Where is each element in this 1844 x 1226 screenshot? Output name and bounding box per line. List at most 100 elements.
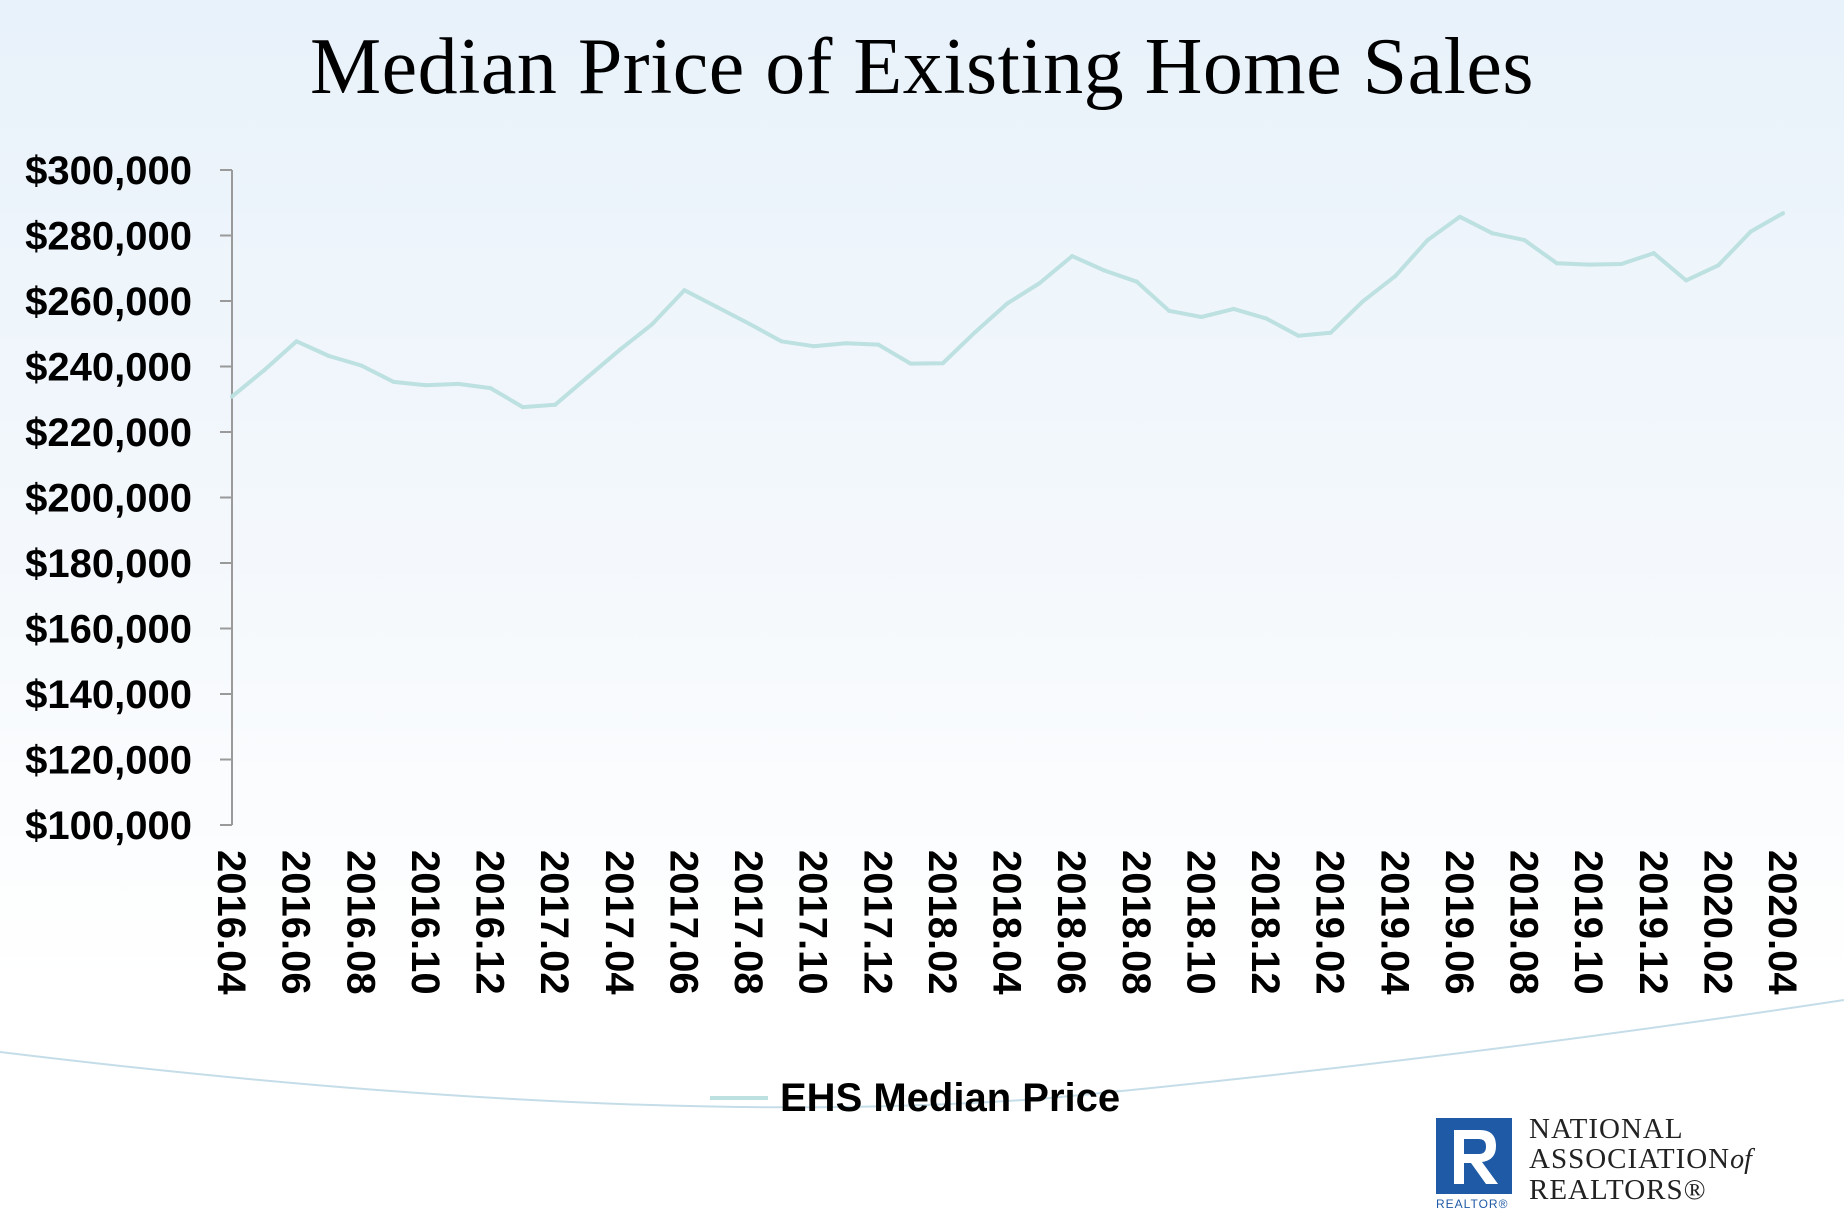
data-point [1587,262,1592,267]
logo-line-2: ASSOCIATIONof [1529,1144,1752,1175]
data-point [779,339,784,344]
data-point [1684,278,1689,283]
x-axis-ticks: 2016.04 2016.06 2016.08 2016.10 2016.12 2017.… [209,850,1804,995]
data-point [294,339,299,344]
y-tick-label: $260,000 [25,280,192,324]
y-tick-label: $180,000 [25,542,192,586]
data-point [876,342,881,347]
data-point [973,330,978,335]
x-tick-label: 2018.06 [1049,850,1093,995]
data-point [1457,214,1462,219]
data-point [553,402,558,407]
x-tick-label: 2018.12 [1243,850,1287,995]
data-point [940,361,945,366]
data-point [1619,261,1624,266]
data-point [1554,261,1559,266]
data-point [747,321,751,326]
data-point [1037,280,1042,285]
data-point [520,405,525,410]
data-point [1781,211,1785,216]
y-tick-label: $280,000 [25,215,192,259]
data-point [1328,330,1333,335]
x-tick-label: 2019.02 [1308,850,1352,995]
x-tick-label: 2017.12 [855,850,899,995]
data-point [585,375,590,380]
background-swoosh [0,999,1844,1109]
data-point [262,368,267,373]
data-point [1231,306,1236,311]
x-tick-label: 2019.12 [1631,850,1675,995]
x-tick-label: 2020.02 [1695,850,1739,995]
x-tick-label: 2019.04 [1372,850,1416,995]
data-point [1264,316,1268,321]
x-tick-label: 2017.02 [532,850,576,995]
data-point [617,347,622,352]
y-tick-label: $120,000 [25,739,192,783]
data-point [650,322,655,327]
y-tick-label: $100,000 [25,804,192,848]
x-tick-label: 2016.04 [209,850,253,995]
legend-swatch [710,1096,768,1100]
x-tick-label: 2016.06 [274,850,318,995]
x-tick-label: 2019.08 [1502,850,1546,995]
y-tick-label: $140,000 [25,673,192,717]
x-tick-label: 2019.10 [1566,850,1610,995]
data-point [1393,274,1398,279]
data-point [1522,238,1527,243]
logo-line-2-text: ASSOCIATION [1529,1143,1731,1175]
series-lines [230,211,1785,410]
data-point [1716,263,1721,268]
x-tick-label: 2017.08 [726,850,770,995]
y-tick-label: $200,000 [25,477,192,521]
data-point [1199,315,1204,320]
data-point [230,394,234,399]
data-point [1748,229,1753,234]
data-point [811,344,816,349]
y-axis-ticks: $100,000 $120,000 $140,000 $160,000 $180,000… [25,149,232,848]
data-point [1360,299,1365,304]
x-tick-label: 2019.06 [1437,850,1481,995]
data-point [1134,279,1139,284]
data-point [682,288,687,293]
x-tick-label: 2017.06 [661,850,705,995]
logo-tag: REALTOR® [1436,1197,1509,1211]
data-point [1651,251,1656,256]
logo-of: of [1730,1144,1752,1175]
y-tick-label: $240,000 [25,346,192,390]
data-point [908,361,913,366]
data-point [1102,268,1107,273]
data-point [1005,301,1010,306]
x-tick-label: 2018.08 [1114,850,1158,995]
data-point [1167,308,1172,313]
y-tick-label: $160,000 [25,608,192,652]
logo-line-3: REALTORS® [1529,1174,1707,1206]
realtor-r-icon [1436,1118,1512,1194]
data-point [456,381,461,386]
legend: EHS Median Price [710,1073,1120,1123]
x-tick-label: 2016.12 [468,850,512,995]
series-line [230,211,1784,410]
legend-label: EHS Median Price [780,1075,1121,1120]
data-point [326,354,331,359]
logo-line-1: NATIONAL [1529,1113,1684,1145]
x-tick-label: 2018.02 [920,850,964,995]
data-point [488,386,493,391]
data-point [423,383,428,388]
x-tick-label: 2016.10 [403,850,447,995]
data-point [391,379,396,384]
chart-title: Median Price of Existing Home Sales [310,23,1534,111]
data-point [1425,238,1430,243]
data-point [1490,231,1495,236]
logo-text: NATIONAL ASSOCIATIONof REALTORS® [1529,1114,1752,1205]
data-point [359,363,364,368]
x-tick-label: 2020.04 [1760,850,1804,995]
x-tick-label: 2018.04 [985,850,1029,995]
data-point [714,304,719,309]
data-point [843,341,848,346]
data-point [1296,333,1301,338]
x-tick-label: 2016.08 [338,850,382,995]
x-tick-label: 2017.04 [597,850,641,995]
x-tick-label: 2017.10 [791,850,835,995]
data-point [1070,254,1075,259]
